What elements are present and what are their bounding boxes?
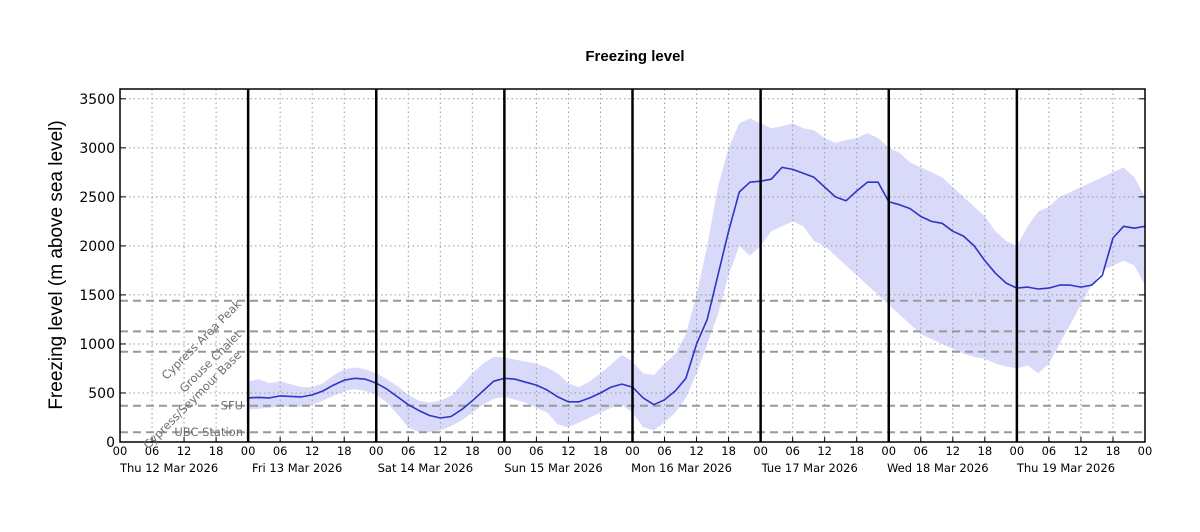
x-tick-label: 12 bbox=[561, 444, 576, 458]
x-tick-label: 12 bbox=[433, 444, 448, 458]
y-tick-label: 3000 bbox=[79, 141, 115, 157]
y-tick-label: 500 bbox=[88, 386, 115, 402]
uncertainty-band-layer bbox=[248, 118, 1146, 433]
day-label: Thu 12 Mar 2026 bbox=[119, 461, 218, 475]
x-tick-label: 06 bbox=[145, 444, 160, 458]
x-tick-label: 06 bbox=[785, 444, 800, 458]
x-tick-label: 06 bbox=[401, 444, 416, 458]
x-tick-label: 00 bbox=[625, 444, 640, 458]
x-tick-label: 12 bbox=[817, 444, 832, 458]
x-tick-label: 18 bbox=[849, 444, 864, 458]
y-tick-label: 1000 bbox=[79, 337, 115, 353]
x-tick-label: 12 bbox=[1074, 444, 1089, 458]
x-tick-label: 12 bbox=[945, 444, 960, 458]
y-tick-label: 3500 bbox=[79, 92, 115, 108]
x-tick-label: 00 bbox=[113, 444, 128, 458]
x-tick-label: 06 bbox=[657, 444, 672, 458]
day-labels: Thu 12 Mar 2026 Fri 13 Mar 2026 Sat 14 Mar… bbox=[119, 461, 1115, 475]
x-axis-ticks: 00 06 12 18 00 06 12 18 00 06 12 18 00 06 12 18 00 06 12 18… bbox=[113, 437, 1153, 458]
day-label: Wed 18 Mar 2026 bbox=[887, 461, 989, 475]
reference-level-label: UBC Station bbox=[174, 425, 243, 439]
x-tick-label: 06 bbox=[273, 444, 288, 458]
x-tick-label: 06 bbox=[529, 444, 544, 458]
x-tick-label: 12 bbox=[305, 444, 320, 458]
x-tick-label: 00 bbox=[881, 444, 896, 458]
y-tick-label: 1500 bbox=[79, 288, 115, 304]
day-label: Sun 15 Mar 2026 bbox=[504, 461, 602, 475]
median-freezing-level-line bbox=[248, 166, 1146, 419]
x-tick-label: 00 bbox=[753, 444, 768, 458]
x-tick-label: 06 bbox=[1042, 444, 1057, 458]
y-tick-label: 2500 bbox=[79, 190, 115, 206]
reference-level-label: SFU bbox=[221, 399, 243, 413]
y-tick-label: 0 bbox=[106, 435, 115, 451]
x-tick-label: 12 bbox=[689, 444, 704, 458]
x-tick-label: 18 bbox=[337, 444, 352, 458]
grid-layer bbox=[120, 89, 1145, 442]
x-tick-label: 00 bbox=[241, 444, 256, 458]
median-line-layer bbox=[248, 166, 1146, 419]
x-tick-label: 00 bbox=[497, 444, 512, 458]
x-tick-label: 06 bbox=[913, 444, 928, 458]
x-tick-label: 18 bbox=[593, 444, 608, 458]
x-tick-label: 12 bbox=[177, 444, 192, 458]
x-tick-label: 00 bbox=[369, 444, 384, 458]
day-label: Tue 17 Mar 2026 bbox=[761, 461, 858, 475]
x-tick-label: 18 bbox=[978, 444, 993, 458]
day-label: Thu 19 Mar 2026 bbox=[1016, 461, 1115, 475]
chart-title: Freezing level bbox=[585, 48, 684, 65]
day-label: Sat 14 Mar 2026 bbox=[378, 461, 473, 475]
x-tick-label: 18 bbox=[721, 444, 736, 458]
day-label: Fri 13 Mar 2026 bbox=[252, 461, 342, 475]
day-dividers-layer bbox=[246, 89, 1019, 442]
y-axis-ticks: 0 500 1000 1500 2000 2500 3000 3500 bbox=[79, 92, 1145, 451]
x-tick-label: 18 bbox=[1106, 444, 1121, 458]
day-label: Mon 16 Mar 2026 bbox=[631, 461, 732, 475]
x-tick-label: 00 bbox=[1010, 444, 1025, 458]
y-tick-label: 2000 bbox=[79, 239, 115, 255]
x-tick-label: 00 bbox=[1138, 444, 1153, 458]
y-axis-label: Freezing level (m above sea level) bbox=[46, 120, 67, 409]
x-tick-label: 18 bbox=[209, 444, 224, 458]
uncertainty-band bbox=[248, 118, 1146, 433]
x-tick-label: 18 bbox=[465, 444, 480, 458]
